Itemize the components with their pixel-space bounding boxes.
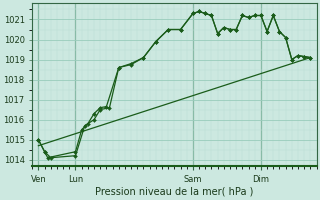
X-axis label: Pression niveau de la mer( hPa ): Pression niveau de la mer( hPa ) xyxy=(95,187,253,197)
